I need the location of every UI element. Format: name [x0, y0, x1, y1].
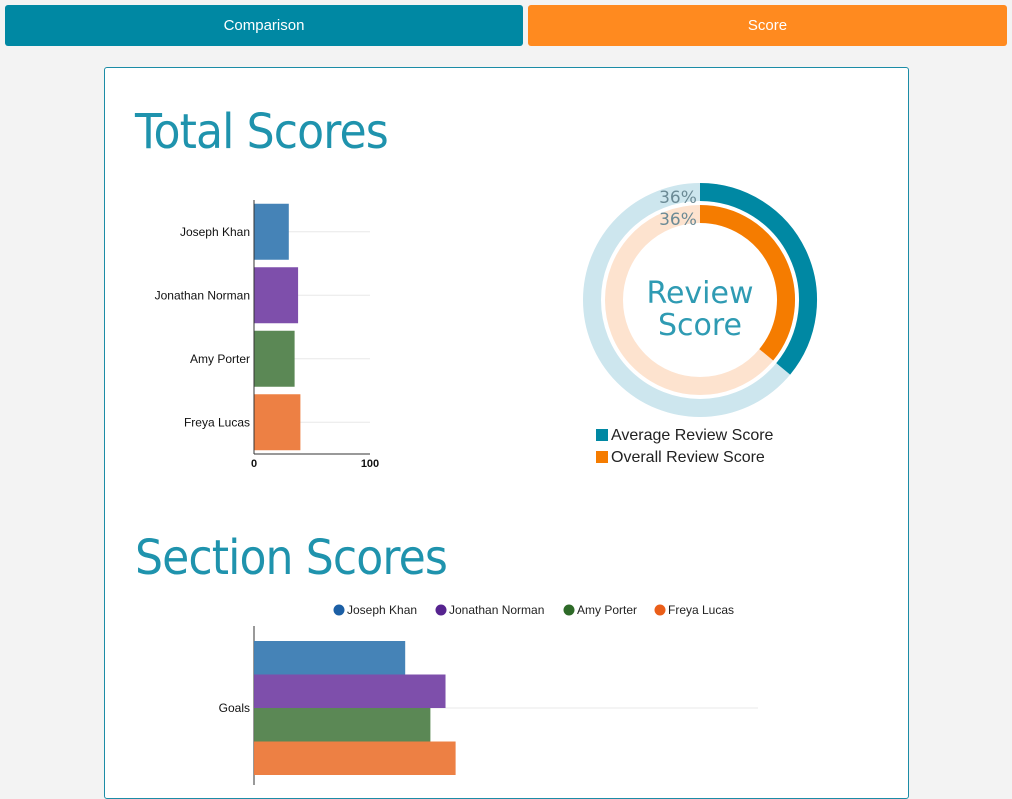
legend-label: Joseph Khan — [347, 603, 417, 617]
tick-label: 100 — [361, 458, 379, 470]
category-label: Goals — [219, 701, 250, 715]
total-scores-bar-chart: Joseph Khan Jonathan Norman Amy Porter Frey… — [155, 200, 379, 470]
legend-overall-label: Overall Review Score — [611, 449, 765, 466]
donut-center-line2: Score — [658, 308, 742, 343]
scores-card: Total Scores Section Scores — [104, 67, 909, 799]
bar-freya-lucas — [254, 394, 301, 451]
legend-dot — [435, 604, 447, 616]
review-score-donut: 36% 36% Review Score Average Review Scor… — [583, 183, 817, 466]
tab-score[interactable]: Score — [528, 5, 1007, 46]
bar-jonathan-norman — [254, 267, 299, 324]
legend-dot — [654, 604, 666, 616]
bar-amy-porter — [254, 708, 431, 742]
legend-label: Jonathan Norman — [449, 603, 544, 617]
section-scores-heading: Section Scores — [135, 530, 448, 586]
legend-overall-swatch — [596, 451, 608, 463]
average-ring-arc — [699, 183, 817, 375]
legend-label: Freya Lucas — [668, 603, 734, 617]
bar-amy-porter — [254, 330, 295, 387]
category-label: Freya Lucas — [184, 415, 250, 429]
total-scores-heading: Total Scores — [135, 104, 389, 160]
legend-average-label: Average Review Score — [611, 427, 774, 444]
legend-label: Amy Porter — [577, 603, 637, 617]
bar-joseph-khan — [254, 641, 406, 675]
section-scores-bar-chart: Joseph Khan Jonathan Norman Amy Porter Frey… — [219, 603, 758, 785]
category-label: Amy Porter — [190, 352, 250, 366]
bar-freya-lucas — [254, 741, 456, 775]
tab-comparison[interactable]: Comparison — [5, 5, 523, 46]
legend-dot — [333, 604, 345, 616]
overall-percent-label: 36% — [659, 210, 697, 230]
legend-average-swatch — [596, 429, 608, 441]
bar-joseph-khan — [254, 203, 289, 260]
bar-jonathan-norman — [254, 674, 446, 708]
average-percent-label: 36% — [659, 188, 697, 208]
overall-ring-arc — [699, 205, 795, 361]
tick-label: 0 — [251, 458, 257, 470]
category-label: Jonathan Norman — [155, 288, 250, 302]
legend-dot — [563, 604, 575, 616]
category-label: Joseph Khan — [180, 225, 250, 239]
donut-center-line1: Review — [646, 276, 753, 311]
